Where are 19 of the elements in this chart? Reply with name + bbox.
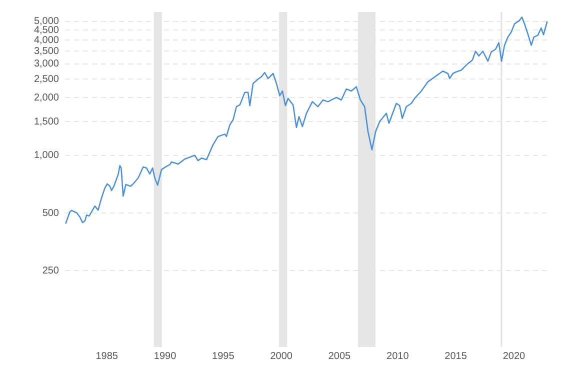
y-tick-label: 3,500 xyxy=(34,46,60,57)
y-tick-label: 1,000 xyxy=(34,150,60,162)
x-tick-label: 1985 xyxy=(96,350,118,362)
x-tick-label: 1995 xyxy=(212,350,235,362)
y-tick-label: 1,500 xyxy=(34,116,60,128)
y-tick-label: 4,000 xyxy=(34,34,60,46)
y-tick-label: 2,500 xyxy=(34,74,60,85)
x-tick-label: 2005 xyxy=(328,350,352,362)
y-tick-label: 4,500 xyxy=(34,24,60,36)
y-tick-label: 3,000 xyxy=(34,58,60,70)
y-tick-label: 250 xyxy=(42,265,60,276)
x-tick-label: 2010 xyxy=(386,350,410,362)
y-tick-label: 500 xyxy=(42,208,60,219)
x-tick-label: 2020 xyxy=(502,350,526,362)
y-tick-label: 5,000 xyxy=(34,16,60,28)
y-tick-label: 2,000 xyxy=(34,92,60,104)
x-tick-label: 2015 xyxy=(444,350,468,362)
x-tick-label: 1990 xyxy=(154,350,177,362)
x-tick-label: 2000 xyxy=(270,350,293,362)
